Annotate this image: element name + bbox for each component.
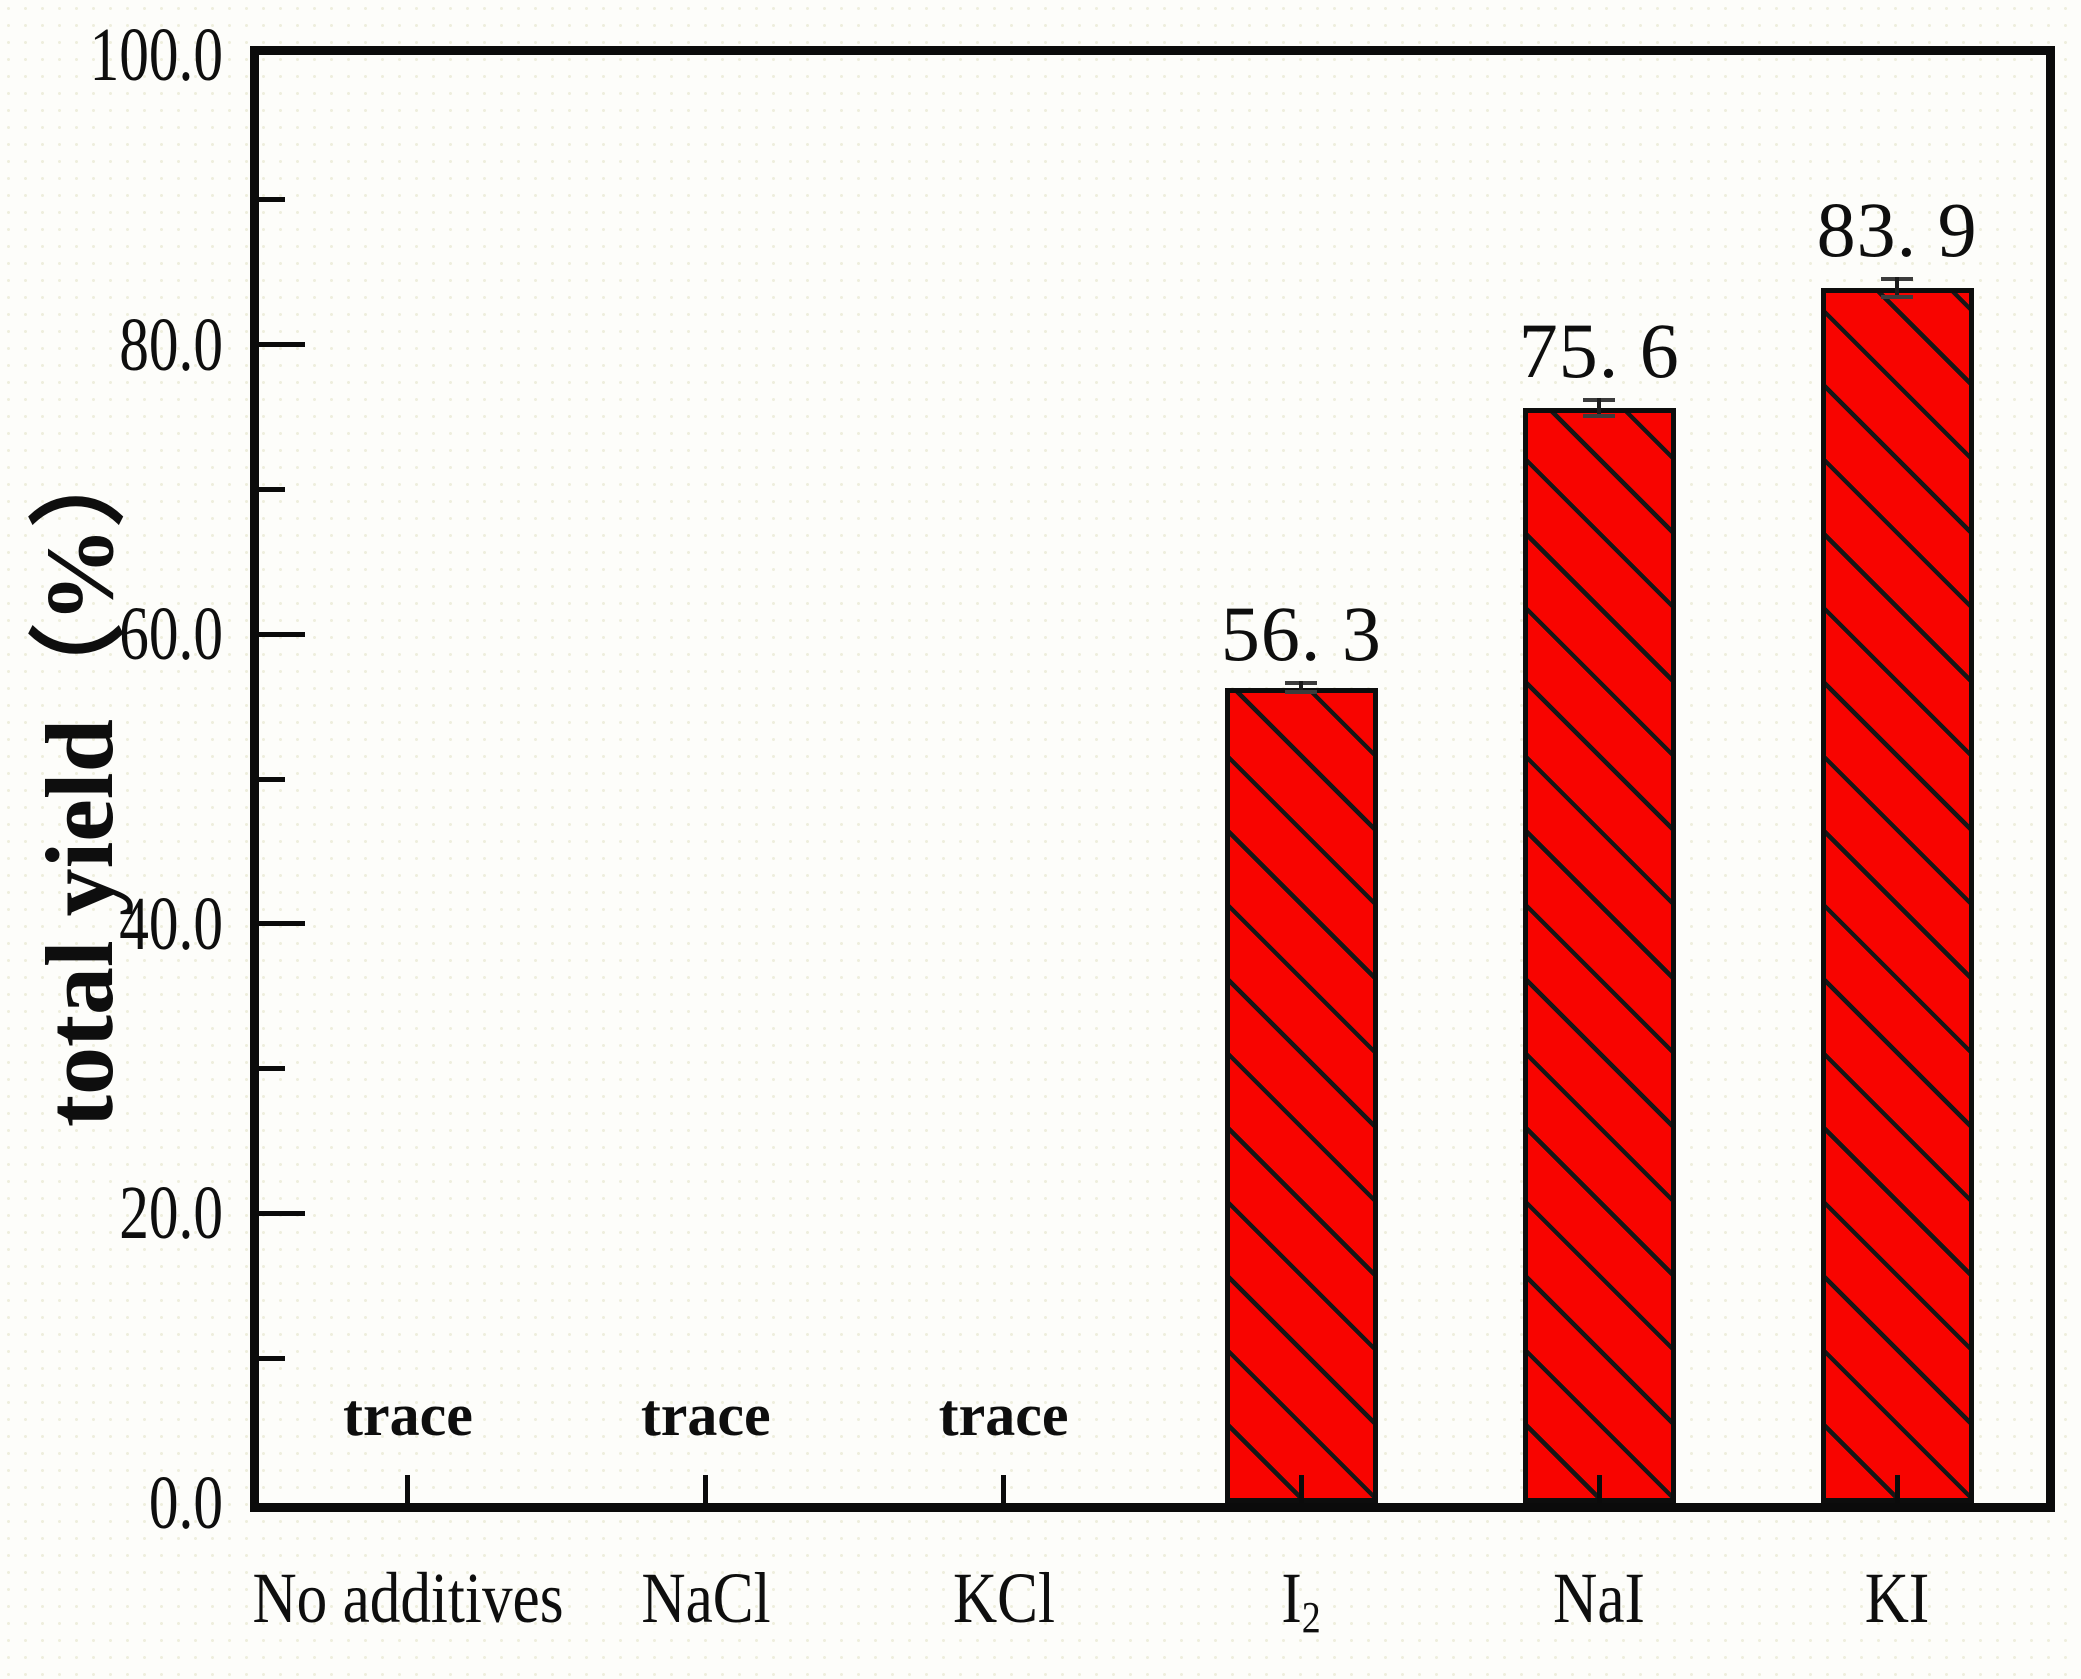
x-label-i2: I2 bbox=[1282, 1552, 1321, 1653]
error-cap-bottom bbox=[1583, 414, 1616, 419]
value-label-ki: 83. 9 bbox=[1816, 186, 1978, 274]
error-line bbox=[1299, 681, 1304, 695]
bar-i2 bbox=[1224, 687, 1378, 1503]
x-label-ki: KI bbox=[1865, 1552, 1930, 1653]
x-axis-tick bbox=[1596, 1475, 1602, 1503]
trace-annotation-kcl: trace bbox=[938, 1382, 1069, 1448]
x-label-text: No additives bbox=[252, 1558, 564, 1638]
error-cap-bottom bbox=[1285, 690, 1318, 695]
trace-annotation-no-additives: trace bbox=[342, 1382, 473, 1448]
x-label-no-additives: No additives bbox=[252, 1552, 563, 1653]
bar-ki bbox=[1820, 288, 1974, 1503]
error-bar-nai bbox=[1583, 398, 1616, 419]
x-axis-tick bbox=[405, 1475, 411, 1503]
x-label-nacl: NaCl bbox=[641, 1552, 770, 1653]
trace-annotation-nacl: trace bbox=[640, 1382, 771, 1448]
y-axis-major-tick bbox=[259, 342, 305, 348]
y-axis-minor-tick bbox=[259, 1355, 285, 1361]
plot-frame: trace trace trace bbox=[250, 46, 2055, 1512]
error-line bbox=[1895, 277, 1900, 299]
x-label-nai: NaI bbox=[1553, 1552, 1645, 1653]
error-cap-bottom bbox=[1881, 294, 1914, 299]
x-label-text: NaI bbox=[1553, 1558, 1646, 1638]
x-axis-tick bbox=[1298, 1475, 1304, 1503]
y-axis-major-tick bbox=[259, 921, 305, 927]
y-axis-minor-tick bbox=[259, 776, 285, 782]
error-bar-ki bbox=[1881, 277, 1914, 299]
y-axis-title: total yield（%） bbox=[26, 431, 133, 1127]
y-axis-minor-tick bbox=[259, 486, 285, 492]
error-line bbox=[1597, 398, 1602, 419]
x-label-text: NaCl bbox=[641, 1558, 771, 1638]
y-axis-minor-tick bbox=[259, 197, 285, 203]
value-label-i2: 56. 3 bbox=[1220, 590, 1382, 678]
y-axis-major-tick bbox=[259, 631, 305, 637]
value-label-nai: 75. 6 bbox=[1518, 307, 1680, 395]
x-label-kcl: KCl bbox=[953, 1552, 1055, 1653]
x-label-subscript: 2 bbox=[1302, 1591, 1322, 1642]
y-axis-major-tick bbox=[259, 1210, 305, 1216]
x-label-text: KI bbox=[1864, 1558, 1930, 1638]
x-label-text: I bbox=[1281, 1558, 1303, 1638]
y-tick-label-40: 40.0 bbox=[119, 881, 223, 966]
x-axis-tick bbox=[703, 1475, 709, 1503]
x-axis-tick bbox=[1001, 1475, 1007, 1503]
y-axis-minor-tick bbox=[259, 1066, 285, 1072]
y-tick-label-100: 100.0 bbox=[89, 13, 223, 97]
x-axis-tick bbox=[1894, 1475, 1900, 1503]
x-label-text: KCl bbox=[952, 1558, 1055, 1638]
y-tick-label-20: 20.0 bbox=[119, 1171, 223, 1256]
plot-area: trace trace trace bbox=[259, 55, 2046, 1503]
y-tick-label-80: 80.0 bbox=[119, 302, 223, 387]
y-tick-label-60: 60.0 bbox=[119, 592, 223, 677]
bar-nai bbox=[1522, 408, 1676, 1503]
y-tick-label-0: 0.0 bbox=[148, 1461, 223, 1545]
error-bar-i2 bbox=[1285, 681, 1318, 695]
